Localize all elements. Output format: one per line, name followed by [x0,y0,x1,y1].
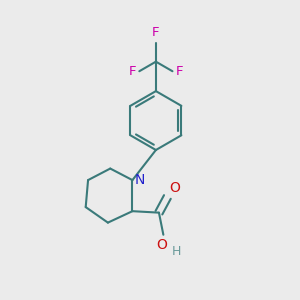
Text: F: F [128,65,136,78]
Text: N: N [135,172,145,187]
Text: F: F [176,65,184,78]
Text: F: F [152,26,160,39]
Text: H: H [172,245,181,258]
Text: O: O [156,238,167,252]
Text: O: O [169,181,180,195]
